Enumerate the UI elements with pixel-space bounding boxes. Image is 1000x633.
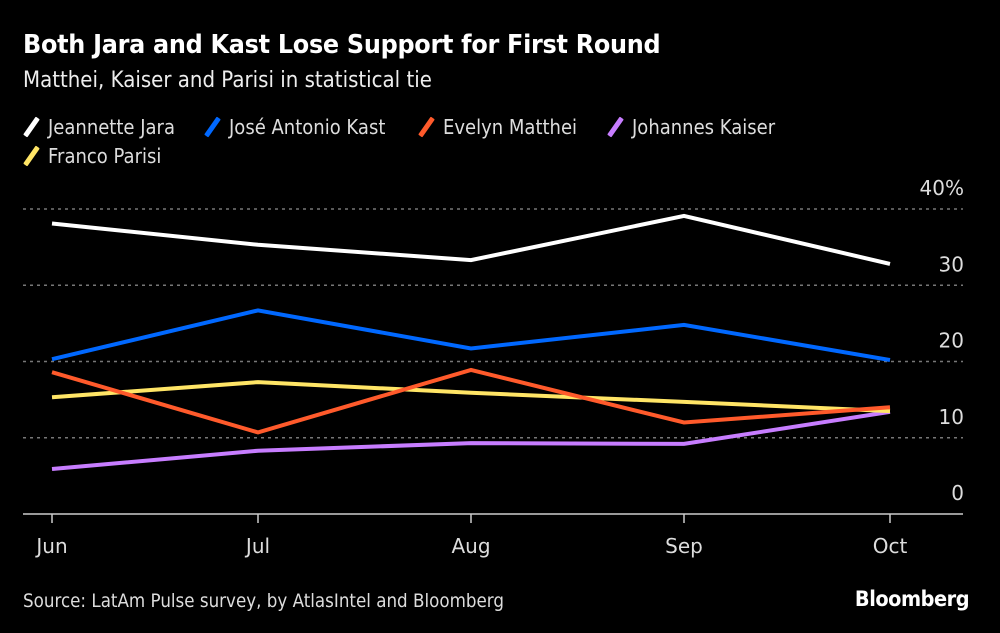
legend-item-parisi: Franco Parisi xyxy=(22,144,174,168)
series-line-franco-parisi xyxy=(51,380,891,414)
chart-title: Both Jara and Kast Lose Support for Firs… xyxy=(23,30,661,60)
legend-item-matthei: Evelyn Matthei xyxy=(417,115,592,139)
legend-label: Johannes Kaiser xyxy=(631,114,775,139)
legend-label: José Antonio Kast xyxy=(229,114,386,139)
series-line-evelyn-matthei xyxy=(51,367,891,435)
y-tick-label: 40% xyxy=(920,176,964,200)
legend-row-2: Franco Parisi xyxy=(22,141,922,170)
y-tick-label: 10 xyxy=(939,405,964,429)
x-tick-label: Jul xyxy=(244,534,270,558)
y-tick-label: 20 xyxy=(939,329,964,353)
chart-subtitle: Matthei, Kaiser and Parisi in statistica… xyxy=(23,68,432,93)
legend-label: Evelyn Matthei xyxy=(442,114,577,139)
legend-label: Jeannette Jara xyxy=(48,114,175,139)
legend-item-kaiser: Johannes Kaiser xyxy=(606,115,791,139)
source-note: Source: LatAm Pulse survey, by AtlasInte… xyxy=(23,590,504,612)
legend-item-kast: José Antonio Kast xyxy=(203,115,403,139)
x-tick-label: Oct xyxy=(873,534,908,558)
x-tick-label: Jun xyxy=(34,534,67,558)
x-tick-label: Sep xyxy=(665,534,703,558)
series-line-johannes-kaiser xyxy=(51,409,891,471)
legend-item-jara: Jeannette Jara xyxy=(22,115,189,139)
y-tick-label: 30 xyxy=(939,252,964,276)
x-tick-label: Aug xyxy=(451,534,490,558)
y-tick-label: 0 xyxy=(951,481,964,505)
legend-row-1: Jeannette Jara José Antonio Kast Evelyn … xyxy=(22,112,922,141)
series-line-jeannette-jara xyxy=(51,213,891,266)
bloomberg-logo: Bloomberg xyxy=(854,587,970,611)
series-line-jos-antonio-kast xyxy=(51,308,891,362)
legend-label: Franco Parisi xyxy=(48,143,162,168)
legend: Jeannette Jara José Antonio Kast Evelyn … xyxy=(22,112,922,170)
